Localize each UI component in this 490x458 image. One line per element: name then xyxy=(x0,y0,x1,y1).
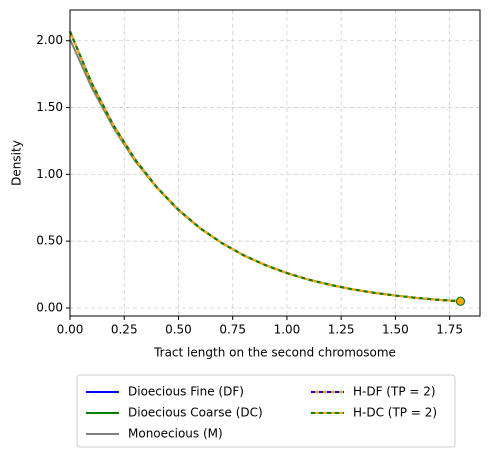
legend-label: Dioecious Fine (DF) xyxy=(128,385,244,399)
x-tick-label: 0.25 xyxy=(111,323,138,337)
y-tick-label: 2.00 xyxy=(36,33,63,47)
x-axis-label: Tract length on the second chromosome xyxy=(153,346,396,360)
y-tick-label: 1.50 xyxy=(36,100,63,114)
y-tick-label: 1.00 xyxy=(36,167,63,181)
series-line xyxy=(69,30,461,303)
x-tick-label: 1.00 xyxy=(274,323,301,337)
x-tick-label: 1.25 xyxy=(328,323,355,337)
y-tick-label: 0.00 xyxy=(36,300,63,314)
series-line xyxy=(69,38,461,303)
legend-label: Monoecious (M) xyxy=(128,427,223,441)
series-line-dash xyxy=(69,30,461,303)
x-tick-label: 1.75 xyxy=(436,323,463,337)
x-tick-label: 0.00 xyxy=(57,323,84,337)
x-tick-label: 1.50 xyxy=(382,323,409,337)
end-marker xyxy=(455,296,465,306)
legend-box xyxy=(76,374,456,448)
series-line xyxy=(69,30,461,303)
series-line xyxy=(69,30,461,303)
y-axis-label: Density xyxy=(10,140,24,186)
legend-label: H-DC (TP = 2) xyxy=(353,406,437,420)
plot-frame xyxy=(69,9,481,317)
series-line xyxy=(69,30,461,303)
x-tick-label: 0.50 xyxy=(165,323,192,337)
x-tick-label: 0.75 xyxy=(219,323,246,337)
legend-label: Dioecious Coarse (DC) xyxy=(128,406,263,420)
series-line-dash xyxy=(69,30,461,303)
legend-label: H-DF (TP = 2) xyxy=(353,385,436,399)
y-tick-label: 0.50 xyxy=(36,234,63,248)
